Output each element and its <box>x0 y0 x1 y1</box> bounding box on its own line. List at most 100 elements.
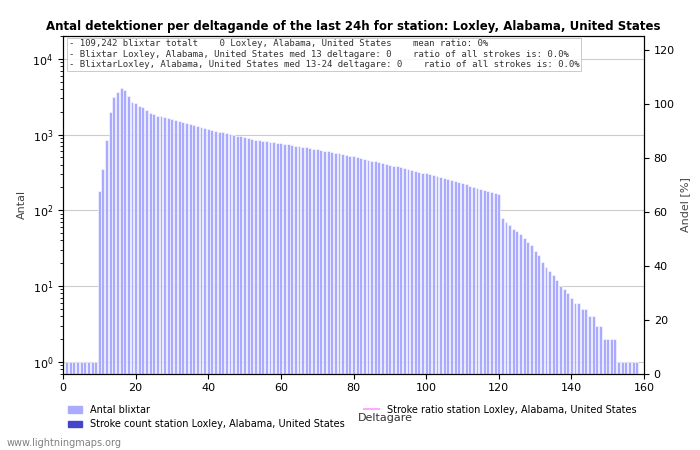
Bar <box>417 171 420 450</box>
Bar <box>298 146 300 450</box>
Bar <box>617 362 620 450</box>
Bar <box>211 130 214 450</box>
Bar <box>123 90 126 450</box>
Bar <box>83 362 86 450</box>
Bar <box>258 140 260 450</box>
Bar <box>188 124 192 450</box>
Bar <box>276 143 279 450</box>
Bar <box>377 162 380 450</box>
Bar <box>312 148 315 450</box>
Bar <box>225 133 228 450</box>
Bar <box>606 339 609 450</box>
Bar <box>552 275 554 450</box>
Bar <box>631 362 635 450</box>
Bar <box>304 148 308 450</box>
Bar <box>628 362 631 450</box>
Bar <box>239 136 242 450</box>
Bar <box>327 151 330 450</box>
Bar <box>578 303 580 450</box>
Bar <box>381 163 384 450</box>
Bar <box>254 140 257 450</box>
Bar <box>573 303 577 450</box>
Bar <box>138 106 141 450</box>
Bar <box>349 156 351 450</box>
Bar <box>98 191 101 450</box>
Bar <box>523 238 526 450</box>
Bar <box>512 229 514 450</box>
Bar <box>370 161 373 450</box>
Bar <box>621 362 624 450</box>
Bar <box>261 141 264 450</box>
Bar <box>102 169 104 450</box>
Bar <box>559 286 562 450</box>
Bar <box>65 362 68 450</box>
Bar <box>178 122 181 450</box>
Bar <box>94 362 97 450</box>
Bar <box>407 169 410 450</box>
Bar <box>181 122 184 450</box>
Bar <box>141 107 144 450</box>
Bar <box>269 142 272 450</box>
Bar <box>439 177 442 450</box>
Bar <box>486 191 489 450</box>
Bar <box>345 155 348 450</box>
Bar <box>374 162 377 450</box>
Bar <box>105 140 108 450</box>
Bar <box>156 116 159 450</box>
Bar <box>337 153 340 450</box>
Bar <box>283 144 286 450</box>
Bar <box>599 326 602 450</box>
Bar <box>603 339 606 450</box>
Bar <box>399 167 402 450</box>
Text: - 109,242 blixtar totalt    0 Loxley, Alabama, United States    mean ratio: 0%
-: - 109,242 blixtar totalt 0 Loxley, Alaba… <box>69 40 580 69</box>
Bar <box>316 149 318 450</box>
Title: Antal detektioner per deltagande of the last 24h for station: Loxley, Alabama, U: Antal detektioner per deltagande of the … <box>46 20 661 33</box>
Bar <box>80 362 83 450</box>
Bar <box>410 170 413 450</box>
Bar <box>193 125 195 450</box>
Bar <box>537 255 540 450</box>
Bar <box>454 181 456 450</box>
Bar <box>120 88 122 450</box>
Bar <box>545 267 547 450</box>
Bar <box>116 91 119 450</box>
Bar <box>301 147 304 450</box>
Bar <box>218 131 220 450</box>
Bar <box>330 152 333 450</box>
Bar <box>185 123 188 450</box>
Bar <box>414 171 416 450</box>
Bar <box>76 362 79 450</box>
Bar <box>69 362 71 450</box>
Bar <box>447 180 449 450</box>
Bar <box>392 166 395 450</box>
Bar <box>196 126 199 450</box>
Bar <box>548 270 551 450</box>
Bar <box>279 144 282 450</box>
Bar <box>246 138 250 450</box>
Bar <box>334 153 337 450</box>
Y-axis label: Antal: Antal <box>17 190 27 219</box>
Bar <box>72 362 76 450</box>
Bar <box>287 144 290 450</box>
Bar <box>432 176 435 450</box>
Bar <box>435 176 438 450</box>
Bar <box>389 165 391 450</box>
Bar <box>581 309 584 450</box>
Bar <box>566 293 569 450</box>
Bar <box>206 129 210 450</box>
Bar <box>475 188 478 450</box>
Bar <box>555 280 559 450</box>
Bar <box>461 184 464 450</box>
Bar <box>323 151 326 450</box>
Bar <box>294 146 297 450</box>
Bar <box>171 119 174 450</box>
Y-axis label: Andel [%]: Andel [%] <box>680 177 690 232</box>
Bar <box>465 184 468 450</box>
Bar <box>290 145 293 450</box>
Bar <box>457 182 461 450</box>
Bar <box>359 158 362 450</box>
Bar <box>515 231 519 450</box>
Bar <box>367 160 370 450</box>
Bar <box>341 154 344 450</box>
Bar <box>243 137 246 450</box>
